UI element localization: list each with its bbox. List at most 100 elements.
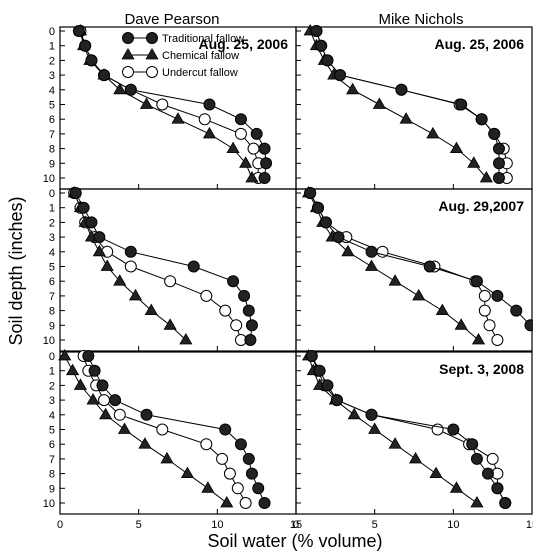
point-traditional-fallow <box>491 289 504 302</box>
point-traditional-fallow <box>470 452 483 465</box>
point-undercut-fallow <box>216 452 229 465</box>
x-tick-label: 0 <box>293 519 299 531</box>
series-line-traditional-fallow <box>311 355 506 504</box>
point-traditional-fallow <box>96 379 109 392</box>
point-chemical-fallow <box>117 422 132 434</box>
point-traditional-fallow <box>98 69 111 82</box>
point-traditional-fallow <box>82 350 95 362</box>
point-traditional-fallow <box>238 289 251 302</box>
point-chemical-fallow <box>171 112 185 124</box>
series-line-traditional-fallow <box>87 355 265 504</box>
series-line-undercut-fallow <box>311 355 506 504</box>
point-traditional-fallow <box>93 231 106 244</box>
point-chemical-fallow <box>113 82 127 95</box>
point-undercut-fallow <box>164 275 177 288</box>
point-chemical-fallow <box>66 363 80 376</box>
point-chemical-fallow <box>73 378 88 390</box>
point-chemical-fallow <box>180 466 195 479</box>
point-chemical-fallow <box>144 303 158 316</box>
series-line-chemical-fallow <box>64 355 228 504</box>
series-line-chemical-fallow <box>308 192 479 341</box>
panel-3-2: 0 5 10 15 Sept. 3, 2008 <box>293 348 533 531</box>
point-traditional-fallow <box>258 497 271 509</box>
point-chemical-fallow <box>202 126 217 139</box>
point-traditional-fallow <box>242 452 255 465</box>
y-tick-label: 4 <box>49 247 55 259</box>
point-chemical-fallow <box>471 332 486 345</box>
point-traditional-fallow <box>466 438 479 451</box>
point-chemical-fallow <box>128 288 143 301</box>
point-traditional-fallow <box>315 39 328 52</box>
point-undercut-fallow <box>230 319 243 332</box>
y-tick-label: 5 <box>49 262 55 274</box>
y-tick-label: 10 <box>43 335 55 347</box>
point-traditional-fallow <box>258 172 271 184</box>
panel-date-label: Aug. 25, 2006 <box>199 36 289 52</box>
point-traditional-fallow <box>234 113 247 126</box>
y-tick-label: 8 <box>49 144 55 156</box>
point-chemical-fallow <box>179 332 193 345</box>
point-traditional-fallow <box>305 350 318 362</box>
point-traditional-fallow <box>245 467 258 480</box>
y-tick-label: 8 <box>49 469 55 481</box>
point-undercut-fallow <box>478 289 491 302</box>
point-chemical-fallow <box>435 303 449 316</box>
x-tick-label: 10 <box>211 519 223 531</box>
point-chemical-fallow <box>426 126 440 139</box>
point-traditional-fallow <box>365 408 378 421</box>
point-undercut-fallow <box>113 408 126 421</box>
legend-label-chemical-fallow: Chemical fallow <box>162 50 239 62</box>
panel-date-label: Aug. 25, 2006 <box>435 36 525 52</box>
legend-marker-traditional-fallow <box>122 32 134 44</box>
y-tick-label: 3 <box>49 232 55 244</box>
x-tick-label: 5 <box>372 519 378 531</box>
point-traditional-fallow <box>488 127 501 140</box>
series-line-traditional-fallow <box>75 192 253 341</box>
point-traditional-fallow <box>219 423 232 436</box>
series-line-traditional-fallow <box>309 192 533 330</box>
y-tick-label: 9 <box>49 158 55 170</box>
y-tick-label: 8 <box>49 306 55 318</box>
legend-marker-chemical-fallow <box>145 47 159 60</box>
point-chemical-fallow <box>408 451 423 464</box>
point-traditional-fallow <box>330 394 343 407</box>
series-line-undercut-fallow <box>73 192 242 341</box>
point-chemical-fallow <box>470 495 484 508</box>
point-traditional-fallow <box>510 304 523 317</box>
point-traditional-fallow <box>499 497 512 509</box>
point-chemical-fallow <box>99 407 113 420</box>
point-undercut-fallow <box>223 467 236 480</box>
point-traditional-fallow <box>203 98 216 111</box>
point-traditional-fallow <box>77 201 90 214</box>
point-chemical-fallow <box>479 170 493 183</box>
point-chemical-fallow <box>368 422 382 434</box>
point-traditional-fallow <box>304 187 317 199</box>
y-tick-label: 7 <box>49 454 55 466</box>
x-tick-label: 10 <box>447 519 459 531</box>
panel-frame <box>295 351 533 515</box>
legend-label-traditional-fallow: Traditional fallow <box>162 33 244 45</box>
x-tick-label: 15 <box>526 519 533 531</box>
point-traditional-fallow <box>187 260 200 273</box>
point-traditional-fallow <box>481 467 494 480</box>
y-tick-label: 0 <box>49 351 55 363</box>
point-traditional-fallow <box>252 482 265 495</box>
y-tick-label: 2 <box>49 55 55 67</box>
point-traditional-fallow <box>321 379 334 392</box>
point-chemical-fallow <box>139 97 154 109</box>
point-chemical-fallow <box>100 259 114 271</box>
point-traditional-fallow <box>234 438 247 451</box>
y-tick-label: 3 <box>49 70 55 82</box>
point-chemical-fallow <box>138 437 152 449</box>
y-tick-label: 1 <box>49 41 55 53</box>
point-traditional-fallow <box>140 408 153 421</box>
point-undercut-fallow <box>483 319 496 332</box>
point-chemical-fallow <box>245 170 259 183</box>
point-traditional-fallow <box>244 334 257 346</box>
point-traditional-fallow <box>365 245 378 258</box>
point-chemical-fallow <box>163 318 177 330</box>
y-tick-label: 9 <box>49 320 55 332</box>
